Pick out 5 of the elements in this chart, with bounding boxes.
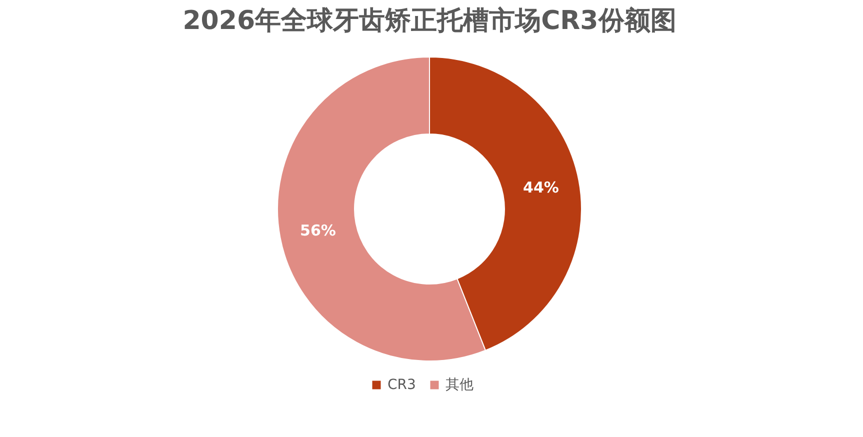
data-label: 56% (300, 221, 336, 240)
legend-label: CR3 (388, 377, 416, 393)
chart-title: 2026年全球牙齿矫正托槽市场CR3份额图 (182, 6, 676, 36)
legend-label: 其他 (446, 377, 474, 393)
data-label: 44% (523, 178, 559, 197)
